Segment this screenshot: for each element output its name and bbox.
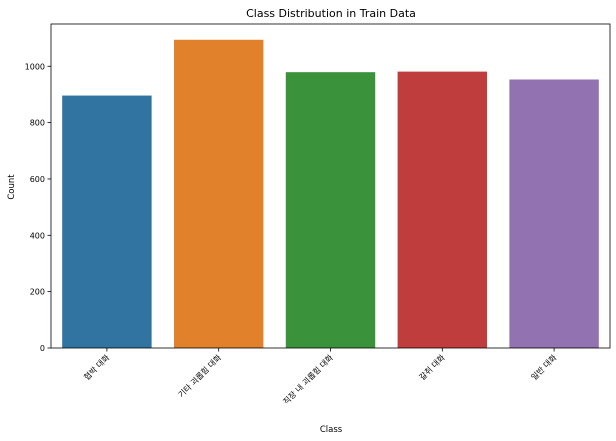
x-tick-label-4: 갈취 대화 [418, 353, 447, 382]
y-tick-label-5: 800 [30, 119, 45, 128]
bar-3 [285, 72, 376, 349]
y-tick-label-4: 600 [30, 175, 45, 184]
x-tick-label-2: 기타 괴롭힘 대화 [176, 352, 224, 400]
bar-2 [173, 39, 264, 348]
y-tick-label-1: 0 [40, 344, 45, 353]
x-tick-label-3: 직장 내 괴롭힘 대화 [281, 352, 336, 407]
y-tick-label-6: 1000 [25, 62, 45, 71]
bar-4 [397, 71, 488, 349]
y-axis-label: Count [7, 174, 17, 200]
x-tick-label-5: 일반 대화 [530, 353, 559, 382]
bar-1 [62, 95, 152, 348]
axes-frame [50, 23, 611, 349]
x-axis-label: Class [320, 425, 343, 435]
y-tick-label-2: 200 [30, 288, 45, 297]
y-tick-label-3: 400 [30, 231, 45, 240]
chart-title: Class Distribution in Train Data [246, 7, 416, 20]
x-tick-label-1: 협박 대화 [82, 352, 112, 382]
plot-area: 협박 대화 기타 괴롭힘 대화 직장 내 괴롭힘 대화 갈취 대화 일반 대화 0 200 4… [25, 23, 611, 407]
bar-5 [509, 79, 599, 348]
